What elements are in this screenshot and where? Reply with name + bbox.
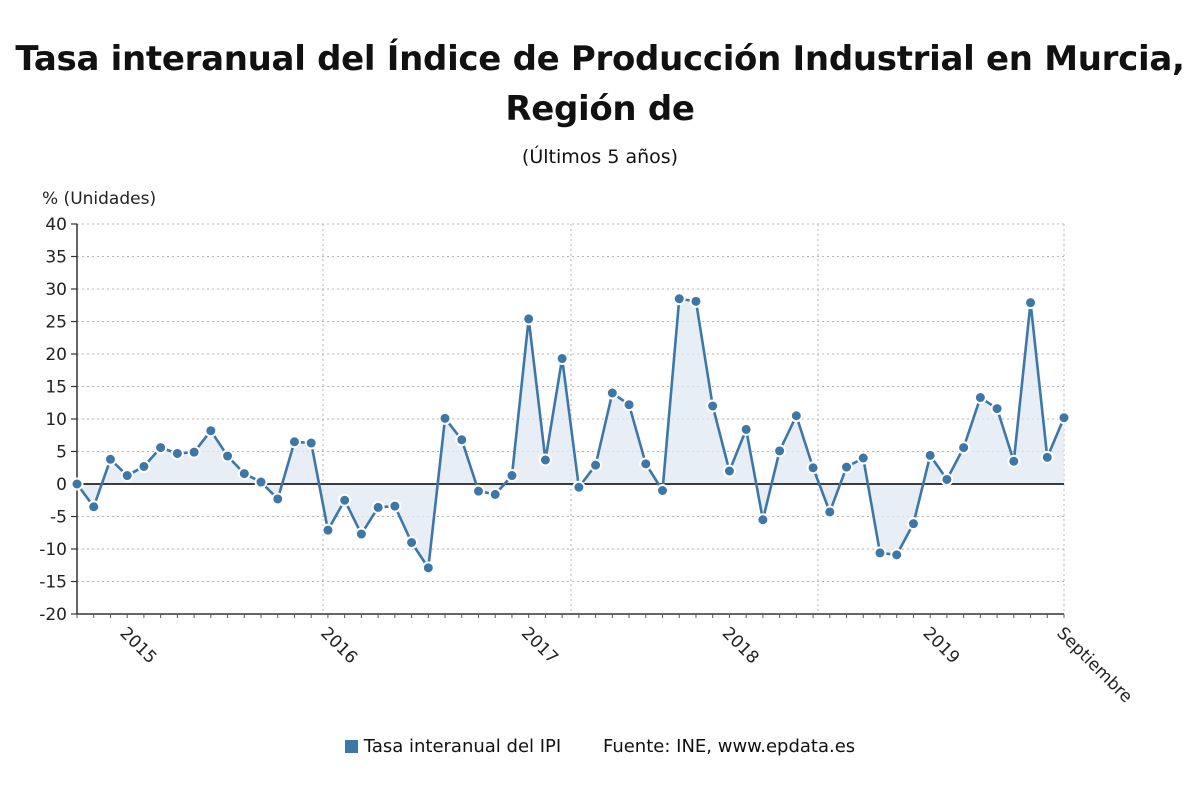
y-tick-label: 25 xyxy=(45,313,67,333)
y-tick-label: -5 xyxy=(50,508,67,528)
y-tick-label: -10 xyxy=(39,540,67,560)
data-point xyxy=(488,487,502,501)
data-point xyxy=(87,500,101,514)
x-tick-label: Septiembre xyxy=(1052,623,1136,707)
legend-swatch xyxy=(344,740,358,753)
data-point xyxy=(237,467,251,481)
data-point xyxy=(739,422,753,436)
data-point xyxy=(840,460,854,474)
y-tick-label: 0 xyxy=(56,475,67,495)
legend-series-label: Tasa interanual del IPI xyxy=(363,736,562,757)
source-note: Fuente: INE, www.epdata.es xyxy=(602,736,856,757)
data-point xyxy=(873,546,887,560)
data-point xyxy=(221,449,235,463)
data-point xyxy=(605,386,619,400)
data-point xyxy=(706,399,720,413)
y-tick-label: 5 xyxy=(56,443,67,463)
data-point xyxy=(856,451,870,465)
y-tick-label: -20 xyxy=(39,605,67,625)
data-point xyxy=(789,409,803,423)
y-axis-label: % (Unidades) xyxy=(42,189,156,209)
data-point xyxy=(371,500,385,514)
data-point xyxy=(555,352,569,366)
data-point xyxy=(806,461,820,475)
data-point xyxy=(304,436,318,450)
data-point xyxy=(338,493,352,507)
x-tick-label: 2015 xyxy=(116,623,161,668)
data-point xyxy=(572,480,586,494)
x-tick-labels: 2015 2016 2017 2018 2019 Septiembre xyxy=(116,623,1136,707)
chart-title: Tasa interanual del Índice de Producción… xyxy=(15,39,1185,129)
data-point xyxy=(656,484,670,497)
data-point xyxy=(689,294,703,308)
data-point xyxy=(137,459,151,473)
data-point xyxy=(890,548,904,562)
data-point xyxy=(70,477,84,491)
area-fill xyxy=(77,298,1064,568)
data-point xyxy=(187,445,201,459)
data-point xyxy=(103,452,117,466)
data-point xyxy=(170,446,184,460)
data-point xyxy=(438,411,452,425)
data-point xyxy=(538,453,552,467)
data-point xyxy=(973,391,987,405)
data-point xyxy=(823,505,837,519)
data-point xyxy=(471,484,485,498)
data-point xyxy=(639,457,653,471)
y-tick-label: 10 xyxy=(45,410,67,430)
data-point xyxy=(773,444,787,458)
data-point xyxy=(990,402,1004,416)
x-tick-label: 2016 xyxy=(316,623,361,668)
data-point xyxy=(321,523,335,537)
data-points xyxy=(70,292,1071,575)
data-point xyxy=(1024,296,1038,310)
y-tick-labels: 40 35 30 25 20 15 10 5 0 -5 -10 -15 -20 xyxy=(39,215,67,625)
data-point xyxy=(120,469,134,483)
data-point xyxy=(1040,450,1054,464)
data-point xyxy=(204,424,218,438)
y-tick-label: 15 xyxy=(45,378,67,398)
y-tick-label: 30 xyxy=(45,280,67,300)
data-point xyxy=(522,312,536,326)
y-tick-label: 40 xyxy=(45,215,67,235)
data-point xyxy=(923,448,937,462)
y-tick-label: 35 xyxy=(45,248,67,268)
data-point xyxy=(154,441,168,455)
data-point xyxy=(722,464,736,478)
legend: Tasa interanual del IPI Fuente: INE, www… xyxy=(0,736,1200,757)
y-tick-label: 20 xyxy=(45,345,67,365)
chart-subtitle: (Últimos 5 años) xyxy=(521,146,679,168)
data-point xyxy=(1007,454,1021,468)
data-point xyxy=(405,536,419,549)
y-tick-label: -15 xyxy=(39,573,67,593)
data-point xyxy=(271,492,285,506)
data-point xyxy=(287,435,301,449)
x-tick-label: 2017 xyxy=(517,623,562,668)
data-point xyxy=(254,475,268,489)
data-point xyxy=(622,398,636,412)
legend-item: Tasa interanual del IPI xyxy=(344,736,562,757)
data-point xyxy=(957,441,971,455)
data-point xyxy=(672,292,686,306)
data-point xyxy=(505,469,519,483)
data-point xyxy=(421,561,435,575)
data-point xyxy=(756,513,770,527)
axes xyxy=(71,223,1065,618)
data-point xyxy=(906,517,920,531)
x-tick-label: 2018 xyxy=(718,623,763,668)
data-point xyxy=(1057,411,1071,425)
data-point xyxy=(940,472,954,486)
data-point xyxy=(589,458,603,472)
data-point xyxy=(455,433,469,447)
x-tick-label: 2019 xyxy=(919,623,964,668)
line-chart: % (Unidades) 4035302520151050-5-10-15-20… xyxy=(39,189,1136,707)
data-point xyxy=(388,499,402,513)
data-point xyxy=(354,527,368,541)
